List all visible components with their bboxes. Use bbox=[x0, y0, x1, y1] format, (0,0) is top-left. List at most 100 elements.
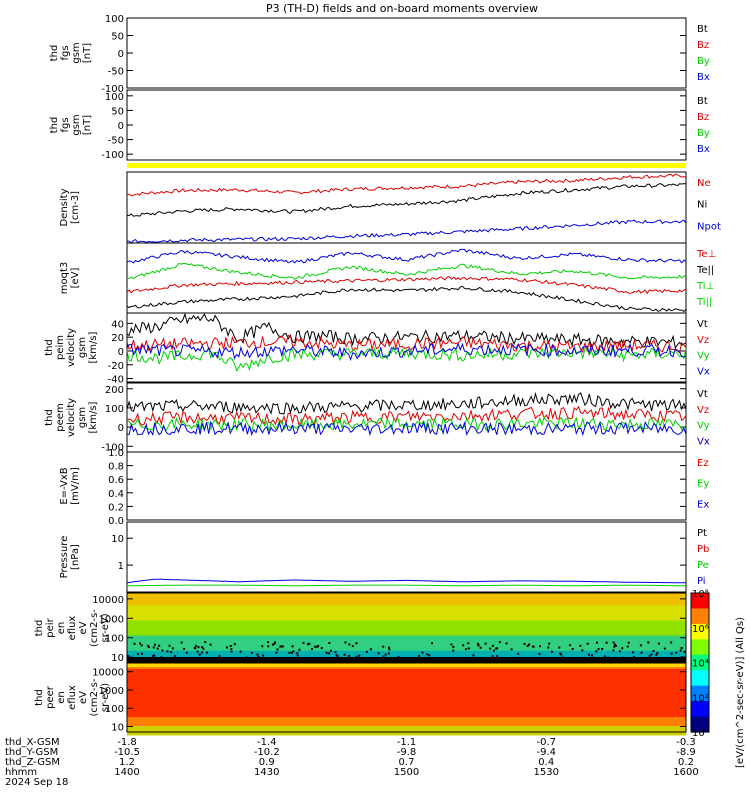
spectrogram-dropout bbox=[281, 645, 284, 648]
legend-entry: Bz bbox=[697, 40, 709, 51]
legend-entry: Ez bbox=[697, 458, 709, 469]
y-tick-label: 0 bbox=[118, 423, 124, 434]
spectrogram-dropout bbox=[365, 650, 368, 653]
spectrogram-band bbox=[127, 632, 686, 637]
spectrogram-dropout bbox=[495, 647, 498, 650]
y-label-line: fgs bbox=[60, 117, 71, 132]
legend-entry: Ti⊥ bbox=[696, 281, 714, 292]
spectrogram-dropout bbox=[633, 655, 636, 658]
spectrogram-dropout bbox=[496, 655, 499, 658]
y-tick-label: 1 bbox=[118, 561, 124, 572]
y-axis-label: Density [cm-3] bbox=[59, 188, 81, 226]
x-tick-label: -9.4 bbox=[536, 747, 556, 758]
spectrogram-dropout bbox=[256, 653, 259, 656]
spectrogram-dropout bbox=[152, 646, 155, 649]
spectrogram-band bbox=[127, 702, 686, 706]
colorbar-band bbox=[691, 670, 709, 687]
spectrogram-band bbox=[127, 629, 686, 634]
x-tick-label: -1.4 bbox=[257, 737, 277, 748]
spectrogram-dropout bbox=[275, 651, 278, 654]
spectrogram-dropout bbox=[538, 645, 541, 648]
spectrogram-dropout bbox=[387, 652, 390, 655]
colorbar-band bbox=[691, 623, 709, 640]
y-tick-label: 10000 bbox=[92, 595, 124, 606]
y-axis-label: thd peem velocity gsm [km/s] bbox=[44, 398, 99, 437]
spectrogram-dropout bbox=[523, 642, 526, 645]
spectrogram-dropout bbox=[209, 643, 212, 646]
series-line bbox=[126, 342, 687, 362]
spectrogram-dropout bbox=[531, 645, 534, 648]
spectrogram-band bbox=[127, 723, 686, 727]
y-label-line: [km/s] bbox=[88, 331, 99, 363]
spectrogram-dropout bbox=[387, 646, 390, 649]
legend-entry: Bx bbox=[697, 72, 710, 83]
y-tick-label: -100 bbox=[101, 150, 124, 161]
x-date-label: 2024 Sep 18 bbox=[5, 777, 68, 788]
spectrogram-dropout bbox=[198, 653, 201, 656]
spectrogram-dropout bbox=[595, 650, 598, 653]
series-line bbox=[126, 578, 686, 584]
spectrogram-dropout bbox=[596, 641, 599, 644]
spectrogram-band bbox=[127, 611, 686, 615]
y-label-line: velocity bbox=[66, 398, 77, 437]
spectrogram-dropout bbox=[146, 644, 149, 647]
spectrogram-dropout bbox=[558, 646, 561, 649]
spectrogram-band bbox=[127, 620, 686, 624]
y-label-line: gsm bbox=[71, 114, 82, 135]
spectrogram-band bbox=[127, 666, 686, 670]
y-tick-label: 20 bbox=[111, 333, 124, 344]
panel-efield: 1.0 0.8 0.6 0.4 0.2 0.0 E=-VxB [mV/m] Ez Ey Ex bbox=[59, 448, 709, 527]
spectrogram-dropout bbox=[262, 654, 265, 657]
y-tick-label: 0.4 bbox=[108, 489, 124, 500]
y-tick-label: -50 bbox=[108, 136, 124, 147]
legend-entry: Ne bbox=[697, 178, 711, 189]
spectrogram-dropout bbox=[296, 654, 299, 657]
x-tick-label: 1.2 bbox=[119, 757, 135, 768]
spectrogram-dropout bbox=[648, 655, 651, 658]
colorbar-band bbox=[691, 701, 709, 718]
spectrogram-band bbox=[127, 699, 686, 703]
y-label-line: E=-VxB bbox=[59, 467, 70, 504]
x-tick-label: -10.2 bbox=[254, 747, 280, 758]
spectrogram-dropout bbox=[171, 647, 174, 650]
y-label-line: gsm bbox=[77, 337, 88, 358]
spectrogram-dropout bbox=[273, 642, 276, 645]
y-label-line: [nT] bbox=[82, 43, 93, 63]
spectrogram-dropout bbox=[612, 641, 615, 644]
y-tick-label: 100 bbox=[105, 92, 124, 103]
spectrogram-band bbox=[127, 705, 686, 709]
spectrogram-band bbox=[127, 729, 686, 733]
y-label-line: gsm bbox=[71, 42, 82, 63]
x-tick-label: 1430 bbox=[254, 767, 279, 778]
y-tick-label: -50 bbox=[108, 67, 124, 78]
colorbar-band bbox=[691, 608, 709, 625]
spectrogram-dropout bbox=[627, 641, 630, 644]
spectrogram-dropout bbox=[528, 643, 531, 646]
spectrogram-dropout bbox=[670, 641, 673, 644]
spectrogram-dropout bbox=[314, 645, 317, 648]
x-tick-label: -1.1 bbox=[397, 737, 417, 748]
y-label-line: peem bbox=[55, 403, 66, 431]
spectrogram-dropout bbox=[467, 642, 470, 645]
colorbar-frame bbox=[690, 592, 710, 733]
series-line bbox=[126, 248, 687, 264]
spectrogram-band bbox=[127, 653, 686, 658]
y-tick-label: 1000 bbox=[99, 614, 124, 625]
y-tick-label: -20 bbox=[108, 361, 124, 372]
panel-pressure: 10 1 Pressure [nPa] Pt Pb Pe Pi bbox=[59, 521, 709, 593]
spectrogram-dropout bbox=[298, 648, 301, 651]
spectrogram-band bbox=[127, 696, 686, 700]
y-axis-label: Pressure [nPa] bbox=[59, 536, 81, 579]
spectrogram-band bbox=[127, 623, 686, 627]
y-label-line: Pressure bbox=[59, 536, 70, 579]
spectrogram-dropout bbox=[526, 645, 529, 648]
y-label-line: [km/s] bbox=[88, 401, 99, 433]
spectrogram-dropout bbox=[656, 652, 659, 655]
spectrogram-dropout bbox=[230, 650, 233, 653]
colorbar-tick-label: 10⁰ bbox=[692, 728, 709, 739]
spectrogram-dropout bbox=[205, 651, 208, 654]
spectrogram-band bbox=[127, 602, 686, 606]
y-tick-label: -100 bbox=[101, 442, 124, 453]
